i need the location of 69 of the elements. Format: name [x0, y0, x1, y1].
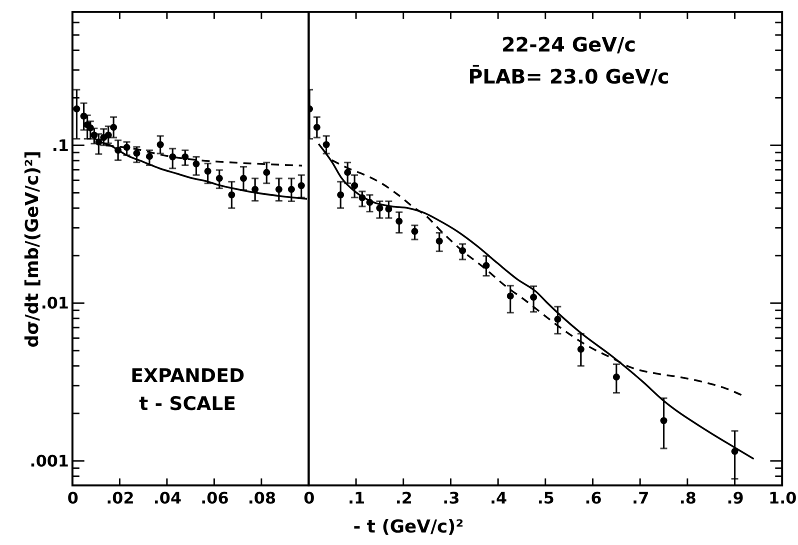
x-tick-label: .5: [537, 488, 554, 508]
point: [366, 198, 374, 206]
point: [228, 191, 236, 198]
x-tick-label: .08: [248, 488, 276, 508]
point: [322, 141, 330, 148]
x-tick-label: .02: [106, 488, 134, 508]
point: [156, 141, 164, 148]
x-tick-label: .7: [632, 488, 650, 508]
point: [459, 247, 466, 254]
point: [146, 152, 153, 160]
x-tick-label: .4: [490, 488, 508, 508]
point: [123, 144, 130, 151]
point: [660, 417, 668, 424]
point: [436, 238, 443, 245]
y-axis-title: dσ/dt [mb/(GeV/c)²]: [22, 150, 44, 348]
point: [169, 153, 176, 160]
point: [376, 204, 384, 212]
point: [337, 191, 344, 198]
point: [344, 168, 352, 176]
x-tick-label: 0: [304, 488, 315, 508]
point: [104, 132, 112, 139]
point: [731, 448, 738, 455]
point: [288, 186, 295, 193]
point: [313, 124, 320, 131]
point: [411, 228, 418, 235]
x-tick-label: .2: [395, 488, 412, 508]
point: [240, 174, 247, 182]
annotation: P̄LAB= 23.0 GeV/c: [468, 64, 670, 88]
y-tick-label: .001: [30, 451, 69, 470]
point: [80, 112, 88, 120]
point: [90, 132, 98, 139]
x-axis-title: - t (GeV/c)²: [353, 516, 464, 538]
point: [612, 374, 620, 381]
x-tick-label: .04: [153, 488, 182, 508]
y-tick-label: .01: [40, 294, 69, 313]
x-tick-label: .1: [348, 488, 366, 508]
x-tick-label: .8: [679, 488, 696, 508]
annotation: 22-24 GeV/c: [501, 34, 636, 57]
point: [73, 105, 80, 112]
x-tick-label: .06: [200, 488, 229, 508]
point: [396, 218, 403, 225]
point: [358, 194, 366, 202]
point: [351, 182, 358, 190]
point: [530, 294, 538, 301]
annotation: EXPANDED: [130, 366, 245, 388]
point: [204, 168, 212, 175]
point: [275, 186, 282, 193]
point: [95, 138, 102, 146]
point: [385, 205, 392, 212]
point: [216, 174, 223, 182]
y-tick-label: .1: [52, 136, 69, 155]
point: [114, 146, 122, 154]
point: [252, 186, 259, 193]
annotation: t - SCALE: [139, 394, 236, 415]
point: [577, 346, 584, 353]
point: [298, 182, 305, 190]
x-tick-label: .6: [584, 488, 602, 508]
point: [506, 292, 514, 300]
x-tick-label: 1.0: [768, 488, 797, 508]
point: [192, 160, 200, 168]
point: [482, 262, 490, 270]
x-tick-label: .9: [726, 488, 744, 508]
point: [110, 124, 118, 131]
x-tick-label: .3: [442, 488, 460, 508]
point: [554, 316, 562, 323]
x-tick-label: 0: [67, 488, 78, 508]
point: [182, 153, 189, 160]
point: [133, 150, 140, 157]
point: [263, 168, 270, 176]
